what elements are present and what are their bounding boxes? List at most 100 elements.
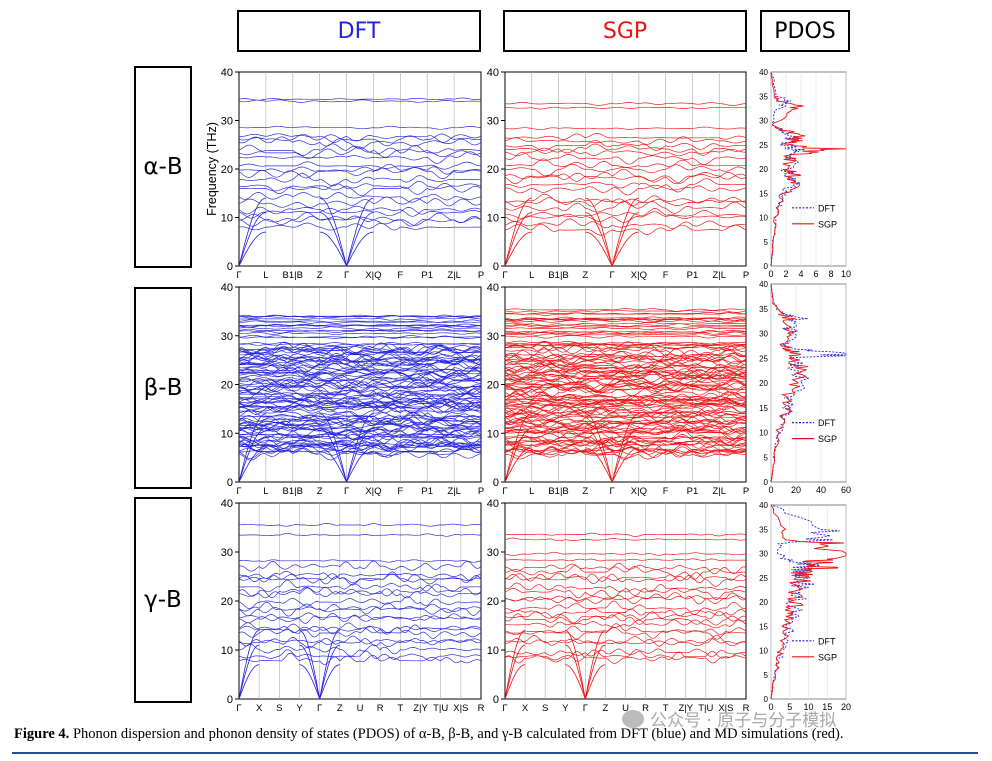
kpoint-label: Z <box>582 270 588 281</box>
pdos-x-tick-label: 20 <box>841 702 851 712</box>
band-line <box>238 161 482 170</box>
y-tick-label: 30 <box>221 547 233 559</box>
pdos-frame <box>770 71 847 267</box>
row-label-beta: β-B <box>134 287 192 489</box>
kpoint-label: X|Q <box>631 270 647 281</box>
acoustic-branch <box>585 447 613 483</box>
band-line <box>238 637 482 649</box>
band-line <box>504 436 747 445</box>
kpoint-label: Γ <box>502 270 507 281</box>
band-line <box>504 375 747 387</box>
pdos-x-tick-label: 4 <box>798 269 803 279</box>
acoustic-branch <box>585 231 613 267</box>
y-tick-label: 0 <box>227 261 233 273</box>
band-line <box>238 331 482 336</box>
kpoint-label: Γ <box>344 486 349 497</box>
acoustic-branch <box>504 664 526 700</box>
pdos-line-dft <box>770 504 840 700</box>
legend-label-dft: DFT <box>818 203 836 213</box>
band-line <box>238 99 482 103</box>
kpoint-label: Z|L <box>712 270 726 281</box>
band-line <box>238 151 482 164</box>
kpoint-label: Z|Y <box>678 703 693 714</box>
pdos-y-tick-label: 40 <box>759 68 768 77</box>
kpoint-label: P <box>478 270 484 281</box>
y-tick-label: 30 <box>487 547 499 559</box>
kpoint-label: S <box>276 703 282 714</box>
band-line <box>504 140 747 152</box>
acoustic-branch <box>611 413 639 483</box>
kpoint-label: S <box>542 703 548 714</box>
band-line <box>238 205 482 217</box>
pdos-y-tick-label: 5 <box>764 453 769 462</box>
acoustic-branch <box>238 664 260 700</box>
wechat-icon <box>622 709 644 728</box>
watermark-text: 公众号 · 原子与分子模拟 <box>650 711 837 731</box>
y-tick-label: 20 <box>487 380 499 392</box>
pdos-x-tick-label: 2 <box>783 269 788 279</box>
acoustic-branch <box>504 630 526 700</box>
band-line <box>505 565 746 580</box>
acoustic-branch <box>319 428 347 483</box>
band-line <box>504 168 747 184</box>
band-line <box>504 211 747 223</box>
alpha-sgp-panel: 0 10 20 30 40 Γ L B1|B Z Γ X|Q F P1 Z|L P <box>487 67 749 281</box>
kpoint-label: L <box>263 486 268 497</box>
pdos-y-tick-label: 15 <box>759 189 768 198</box>
acoustic-branch <box>346 231 374 267</box>
y-tick-label: 10 <box>487 213 499 225</box>
pdos-x-tick-label: 10 <box>803 702 813 712</box>
kpoint-label: P1 <box>421 270 433 281</box>
band-line <box>238 334 482 339</box>
acoustic-branch <box>585 413 613 483</box>
pdos-y-tick-label: 25 <box>759 574 768 583</box>
pdos-y-tick-label: 15 <box>759 404 768 413</box>
y-tick-label: 40 <box>487 498 499 510</box>
legend-label-dft: DFT <box>818 636 836 646</box>
band-line <box>504 126 747 130</box>
kpoint-label: Z <box>603 703 609 714</box>
kpoint-label: F <box>663 270 669 281</box>
band-line <box>504 593 747 604</box>
acoustic-branch <box>504 644 526 700</box>
bands <box>238 97 482 267</box>
acoustic-branch <box>319 447 347 483</box>
kpoint-label: T|U <box>433 703 448 714</box>
acoustic-branch <box>611 428 639 483</box>
band-line <box>238 405 482 417</box>
kpoint-label: F <box>397 270 403 281</box>
watermark: 公众号 · 原子与分子模拟 <box>622 706 836 731</box>
pdos-y-tick-label: 35 <box>759 305 768 314</box>
acoustic-branch <box>346 197 374 267</box>
band-line <box>238 222 481 231</box>
caption-rule <box>12 752 978 754</box>
kpoint-label: X|Q <box>365 486 381 497</box>
pdos-line-dft <box>770 71 805 267</box>
kpoint-label: P1 <box>687 270 699 281</box>
band-line <box>238 326 481 331</box>
band-line <box>504 402 747 409</box>
band-line <box>238 587 481 599</box>
band-line <box>238 192 482 203</box>
y-tick-label: 0 <box>493 694 499 706</box>
kpoint-label: Γ <box>236 486 241 497</box>
acoustic-branch <box>346 447 374 483</box>
band-line <box>504 218 747 230</box>
band-line <box>504 444 747 458</box>
band-line <box>238 212 482 227</box>
kpoint-label: Y <box>562 703 569 714</box>
y-tick-label: 10 <box>221 428 233 440</box>
kpoint-label: P1 <box>421 486 433 497</box>
band-line <box>504 223 747 236</box>
pdos-y-tick-label: 20 <box>759 379 768 388</box>
y-tick-label: 30 <box>221 116 233 128</box>
gamma-sgp-panel: 0 10 20 30 40 Γ X S Y Γ Z U R T Z|Y T|U X|S R <box>487 498 750 714</box>
legend-label-dft: DFT <box>818 418 836 428</box>
pdos-y-tick-label: 10 <box>759 647 768 656</box>
beta-dft-panel: 0 10 20 30 40 Γ L B1|B Z Γ X|Q F P1 Z|L P <box>221 282 484 497</box>
band-line <box>239 357 482 370</box>
band-line <box>504 101 747 106</box>
y-tick-label: 30 <box>221 331 233 343</box>
acoustic-branch <box>565 630 586 700</box>
acoustic-branch <box>611 197 639 267</box>
